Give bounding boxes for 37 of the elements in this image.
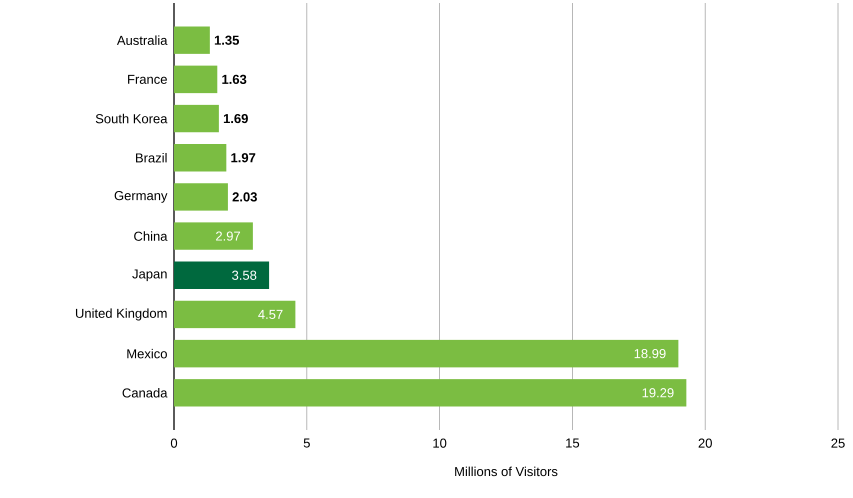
bar bbox=[174, 66, 218, 94]
bar bbox=[174, 144, 226, 172]
y-tick-label: China bbox=[134, 231, 168, 241]
x-tick-label: 25 bbox=[831, 438, 845, 448]
y-tick-label: Australia bbox=[116, 35, 168, 45]
y-tick-label: United Kingdom bbox=[76, 308, 167, 320]
x-tick-label: 15 bbox=[566, 438, 580, 448]
x-tick-label: 5 bbox=[304, 438, 310, 448]
y-tick-label: Brazil bbox=[136, 152, 167, 163]
data-label: 1.63 bbox=[222, 74, 246, 84]
bar bbox=[174, 300, 296, 328]
x-tick-label: 0 bbox=[170, 438, 178, 448]
bar bbox=[174, 222, 253, 250]
data-label: 3.58 bbox=[232, 270, 256, 280]
data-label: 2.97 bbox=[216, 231, 240, 241]
y-tick-label: South Korea bbox=[96, 114, 168, 124]
x-tick-label: 10 bbox=[433, 438, 446, 448]
y-tick-label: France bbox=[128, 74, 167, 84]
y-tick-label: Japan bbox=[132, 269, 167, 282]
x-tick-label: 20 bbox=[698, 438, 712, 448]
bar bbox=[174, 183, 228, 211]
bar bbox=[174, 26, 210, 54]
data-label: 19.29 bbox=[642, 388, 674, 398]
data-label: 18.99 bbox=[634, 349, 666, 358]
bar bbox=[174, 379, 686, 406]
y-tick-label: Germany bbox=[114, 191, 168, 203]
data-label: 1.97 bbox=[231, 153, 256, 162]
y-tick-label: Mexico bbox=[127, 348, 167, 358]
bar bbox=[174, 262, 270, 289]
bar bbox=[174, 340, 678, 368]
data-label: 1.35 bbox=[214, 36, 239, 45]
data-label: 2.03 bbox=[232, 192, 257, 202]
bar bbox=[174, 104, 219, 132]
data-label: 1.69 bbox=[224, 114, 248, 124]
y-tick-label: Canada bbox=[122, 388, 168, 398]
data-label: 4.57 bbox=[258, 310, 283, 319]
x-axis-title: Millions of Visitors bbox=[455, 466, 558, 476]
